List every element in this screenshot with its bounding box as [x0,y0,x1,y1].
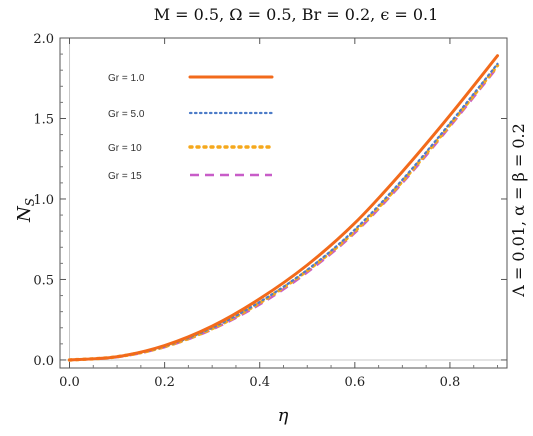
series-layer [67,54,500,362]
legend-label: Gr = 5.0 [108,109,145,120]
x-tick-label: 0.6 [344,375,365,390]
y-tick-label: 0.0 [33,354,54,369]
y-axis-label-main: N [14,205,35,223]
legend-label: Gr = 15 [108,171,142,182]
y-axis-label: NS [14,198,37,223]
plot-frame [59,37,508,369]
x-tick-label: 0.2 [154,375,175,390]
x-axis-ticks: 0.0 0.2 0.4 0.6 0.8 [59,38,498,390]
y-axis-ticks: 0.0 0.5 1.0 1.5 2.0 [33,32,507,369]
legend: Gr = 1.0 Gr = 5.0 Gr = 10 Gr = 15 [108,73,274,182]
x-tick-label: 0.8 [440,375,461,390]
legend-label: Gr = 10 [108,143,142,154]
y-axis-label-subscript: S [23,198,37,206]
x-axis-label: η [278,405,289,426]
legend-label: Gr = 1.0 [108,73,145,84]
x-tick-label: 0.0 [59,375,80,390]
y-tick-label: 1.0 [33,193,54,208]
chart-title: M = 0.5, Ω = 0.5, Br = 0.2, ϵ = 0.1 [154,5,439,24]
y-tick-label: 1.5 [33,112,54,127]
y-tick-label: 2.0 [33,32,54,47]
series-line [68,54,499,362]
x-tick-label: 0.4 [249,375,270,390]
side-parameter-label: Λ = 0.01, α = β = 0.2 [509,123,528,298]
y-tick-label: 0.5 [33,273,54,288]
